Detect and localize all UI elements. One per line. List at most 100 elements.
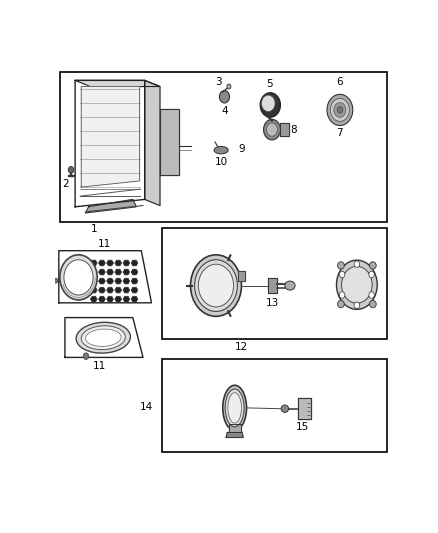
Circle shape	[327, 94, 353, 125]
Polygon shape	[123, 260, 130, 266]
Circle shape	[267, 123, 277, 136]
Ellipse shape	[285, 281, 295, 290]
Circle shape	[60, 255, 97, 300]
Polygon shape	[59, 251, 152, 303]
Polygon shape	[145, 80, 160, 206]
Text: 6: 6	[336, 77, 343, 87]
Ellipse shape	[76, 322, 131, 353]
Polygon shape	[115, 278, 122, 284]
Text: 1: 1	[91, 224, 97, 235]
Circle shape	[354, 302, 360, 309]
Polygon shape	[107, 269, 113, 275]
Polygon shape	[99, 296, 105, 302]
Polygon shape	[90, 296, 97, 302]
Polygon shape	[85, 199, 136, 213]
Circle shape	[198, 264, 233, 307]
Polygon shape	[90, 260, 97, 266]
Polygon shape	[107, 260, 113, 266]
Text: 11: 11	[93, 361, 106, 370]
Circle shape	[64, 260, 93, 295]
Polygon shape	[131, 278, 138, 284]
Polygon shape	[75, 80, 160, 86]
Circle shape	[337, 107, 343, 113]
Polygon shape	[123, 278, 130, 284]
Circle shape	[260, 93, 280, 117]
Polygon shape	[131, 287, 138, 293]
Polygon shape	[131, 296, 138, 302]
Polygon shape	[65, 318, 143, 358]
Polygon shape	[229, 424, 241, 432]
Polygon shape	[115, 269, 122, 275]
Bar	[162, 359, 387, 452]
Ellipse shape	[369, 301, 376, 308]
Text: 9: 9	[238, 144, 245, 154]
Polygon shape	[90, 269, 97, 275]
Polygon shape	[90, 278, 97, 284]
Text: 14: 14	[140, 402, 153, 411]
Text: 8: 8	[291, 125, 297, 135]
Circle shape	[83, 353, 88, 359]
Polygon shape	[298, 399, 311, 419]
Polygon shape	[123, 269, 130, 275]
Circle shape	[191, 255, 241, 317]
Ellipse shape	[228, 393, 241, 423]
Circle shape	[264, 119, 280, 140]
Circle shape	[342, 266, 372, 303]
Text: 3: 3	[215, 77, 222, 87]
Text: 7: 7	[336, 128, 343, 139]
Circle shape	[369, 292, 374, 298]
Bar	[60, 72, 387, 222]
Ellipse shape	[81, 326, 125, 350]
Polygon shape	[99, 260, 105, 266]
Polygon shape	[90, 287, 97, 293]
Bar	[162, 228, 387, 339]
Polygon shape	[68, 175, 74, 176]
Polygon shape	[99, 287, 105, 293]
Text: 15: 15	[296, 422, 309, 432]
Ellipse shape	[338, 301, 344, 308]
Circle shape	[68, 166, 74, 173]
Text: 13: 13	[265, 298, 279, 308]
Polygon shape	[107, 287, 113, 293]
Circle shape	[54, 278, 58, 283]
Text: 10: 10	[215, 157, 228, 167]
Circle shape	[261, 95, 275, 111]
Circle shape	[354, 261, 360, 268]
Polygon shape	[115, 260, 122, 266]
Ellipse shape	[219, 91, 230, 103]
Ellipse shape	[85, 329, 121, 346]
Polygon shape	[131, 260, 138, 266]
Polygon shape	[238, 271, 245, 281]
Polygon shape	[115, 287, 122, 293]
Polygon shape	[99, 278, 105, 284]
Text: 11: 11	[97, 239, 111, 249]
Ellipse shape	[369, 262, 376, 269]
Polygon shape	[107, 296, 113, 302]
Ellipse shape	[225, 389, 244, 427]
Polygon shape	[131, 269, 138, 275]
Polygon shape	[107, 278, 113, 284]
Circle shape	[369, 271, 374, 278]
Text: 4: 4	[221, 106, 228, 116]
Circle shape	[339, 292, 345, 298]
Circle shape	[336, 260, 377, 309]
Circle shape	[194, 260, 237, 311]
Polygon shape	[115, 296, 122, 302]
Polygon shape	[123, 296, 130, 302]
Polygon shape	[99, 269, 105, 275]
Ellipse shape	[223, 385, 247, 431]
Ellipse shape	[214, 147, 228, 154]
Circle shape	[334, 102, 346, 117]
Polygon shape	[268, 278, 277, 293]
Polygon shape	[280, 124, 289, 136]
Polygon shape	[226, 432, 243, 438]
Polygon shape	[160, 109, 179, 175]
Polygon shape	[81, 86, 140, 187]
Polygon shape	[123, 287, 130, 293]
Circle shape	[330, 99, 350, 122]
Ellipse shape	[281, 405, 289, 413]
Text: 2: 2	[62, 179, 69, 189]
Polygon shape	[75, 80, 145, 207]
Circle shape	[339, 271, 345, 278]
Ellipse shape	[338, 262, 344, 269]
